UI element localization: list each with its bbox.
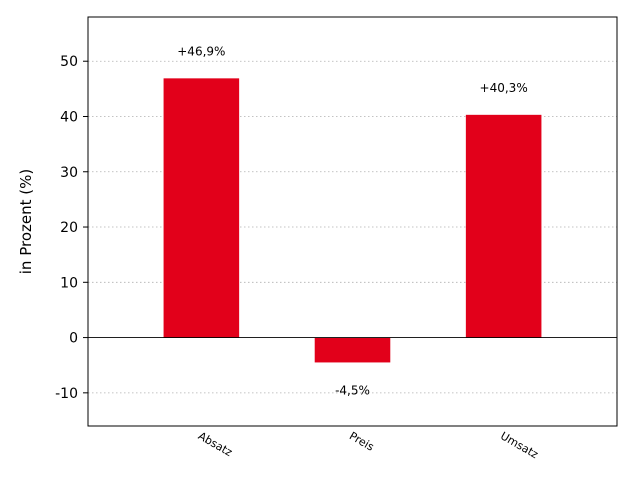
y-tick-label: 30 <box>60 165 78 181</box>
y-axis-title: in Prozent (%) <box>17 169 35 274</box>
y-tick-label: 10 <box>60 275 78 291</box>
plot-frame <box>87 16 618 427</box>
x-tick-label: Umsatz <box>498 429 540 461</box>
x-tick-label: Preis <box>347 429 376 454</box>
bar-preis <box>314 337 391 363</box>
data-label: +40,3% <box>480 81 528 95</box>
x-tick-label: Absatz <box>196 429 235 459</box>
x-axis-ticks: Absatz Preis Umsatz <box>196 429 541 461</box>
y-axis-ticks: -10 0 10 20 30 40 50 <box>55 54 88 402</box>
data-labels: +46,9% -4,5% +40,3% <box>177 44 527 397</box>
y-tick-label: 20 <box>60 220 78 236</box>
y-tick-label: 50 <box>60 54 78 70</box>
y-tick-label: 40 <box>60 109 78 125</box>
y-tick-label: 0 <box>69 331 78 347</box>
bars <box>163 78 542 363</box>
data-label: -4,5% <box>335 383 370 397</box>
data-label: +46,9% <box>177 44 225 58</box>
bar-absatz <box>163 78 240 338</box>
bar-umsatz <box>465 114 542 338</box>
y-tick-label: -10 <box>55 386 78 402</box>
